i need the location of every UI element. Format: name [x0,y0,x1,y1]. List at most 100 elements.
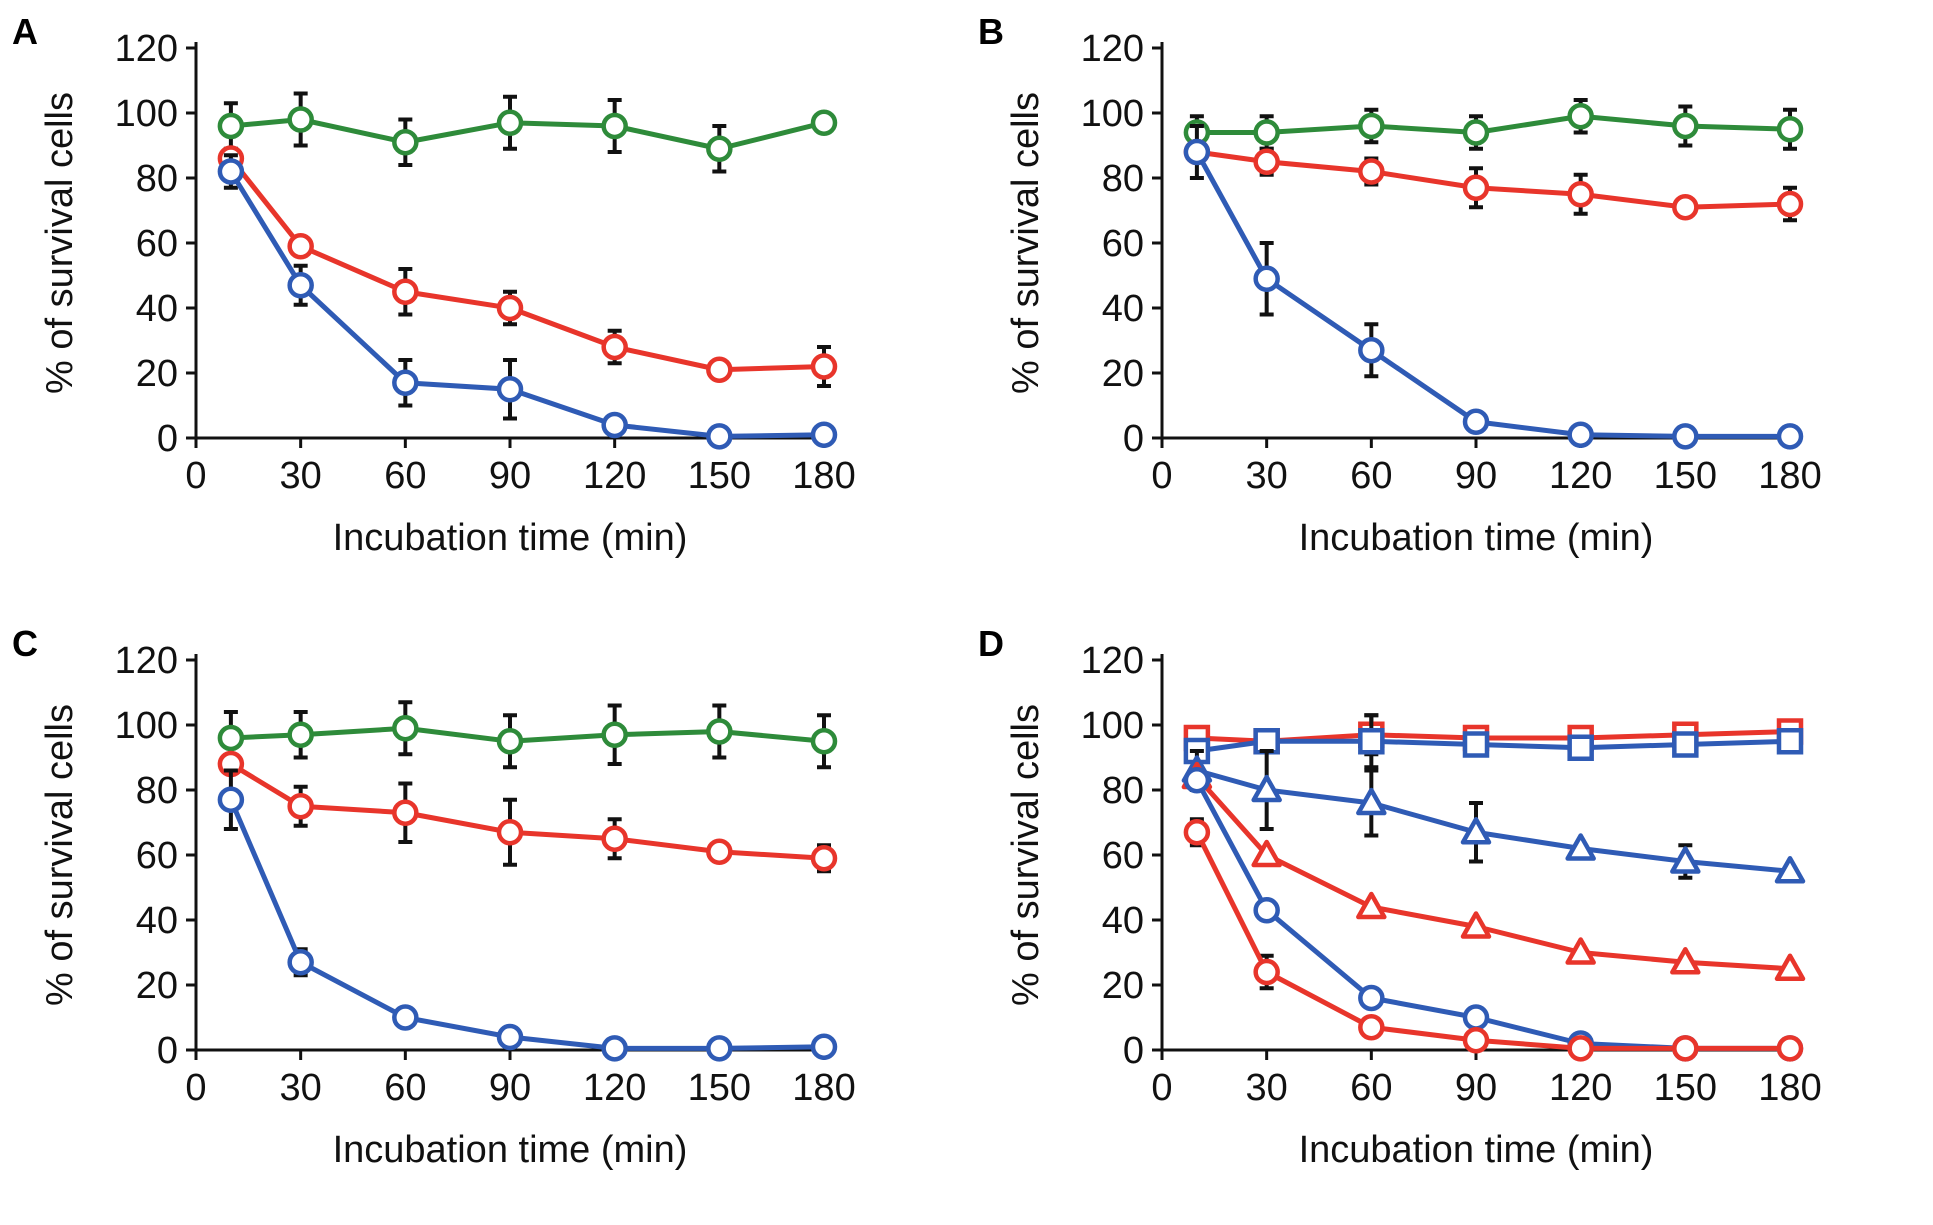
data-point [810,353,838,380]
x-tick-label: 60 [384,455,426,497]
series-line [1194,779,1790,1051]
data-point [287,721,314,748]
data-point [1672,731,1699,758]
y-tick-label: 80 [1102,158,1144,200]
x-tick-label: 180 [1758,455,1821,497]
series-blue-circles [1183,124,1804,450]
data-point [1358,158,1385,185]
y-tick-label: 80 [136,158,178,200]
y-tick-label: 100 [115,93,178,135]
y-tick-label: 40 [136,900,178,942]
x-tick-label: 60 [384,1067,426,1109]
y-tick-label: 40 [1102,900,1144,942]
data-point [1251,839,1282,868]
data-point [496,376,524,403]
data-point [1776,190,1804,218]
x-tick-label: 150 [688,455,751,497]
data-point [1462,119,1490,146]
data-point [1776,728,1804,755]
y-tick-label: 100 [1081,93,1144,135]
y-tick-label: 0 [1123,418,1144,460]
data-point [217,112,245,140]
x-tick-label: 150 [1654,455,1717,497]
data-point [1672,423,1699,450]
y-tick-label: 0 [157,418,178,460]
series-line [1196,768,1791,874]
data-point [810,1033,838,1060]
x-tick-label: 120 [583,1067,646,1109]
data-point [1670,846,1701,874]
data-point [1462,1027,1490,1054]
x-tick-label: 180 [792,1067,855,1109]
data-point [1567,103,1594,130]
x-tick-label: 120 [583,455,646,497]
data-point [1672,1035,1699,1062]
data-point [1253,897,1280,924]
data-point [601,825,628,852]
series-red-circles [1183,817,1804,1062]
data-point [706,356,733,383]
data-point [706,1035,733,1062]
data-point [1253,119,1280,146]
y-tick-label: 120 [1081,640,1144,682]
chart-c: C 0 20 40 60 80 100 120 0 30 60 90 120 150 180 Incubati… [12,623,856,1171]
data-point [810,728,838,755]
y-tick-label: 100 [115,705,178,747]
data-point [706,838,733,865]
series-line [228,170,825,439]
x-tick-label: 30 [280,1067,322,1109]
data-point [1460,817,1492,845]
x-tick-label: 90 [1455,1067,1497,1109]
data-point [1358,1014,1385,1041]
x-tick-label: 150 [1654,1067,1717,1109]
x-axis-title: Incubation time (min) [1299,1129,1654,1171]
data-point [601,411,628,439]
x-tick-label: 0 [185,455,206,497]
y-tick-label: 60 [1102,223,1144,265]
data-point [1565,833,1596,861]
data-point [1183,819,1211,846]
y-tick-label: 0 [157,1030,178,1072]
series-line [1196,738,1791,754]
data-point [601,721,628,748]
x-tick-label: 30 [1246,455,1288,497]
data-point [1672,112,1699,140]
panel-label: D [978,623,1004,664]
series-green-circles [217,91,838,174]
y-tick-label: 80 [1102,770,1144,812]
data-point [217,724,245,752]
data-point [1356,891,1387,920]
series-red-circles [217,145,838,388]
data-point [392,1004,419,1031]
x-tick-label: 120 [1549,1067,1612,1109]
series-line [1194,150,1790,439]
data-point [496,819,524,846]
data-point [706,423,733,450]
data-point [1776,423,1804,450]
series-blue-squares [1183,713,1804,770]
data-point [1183,138,1211,166]
data-point [392,715,419,742]
data-point [706,718,733,745]
data-point [1253,148,1280,175]
series-line [228,156,825,373]
y-tick-label: 40 [1102,288,1144,330]
series-red-circles [217,750,838,874]
data-point [496,728,524,755]
data-point [1774,856,1806,884]
data-point [1253,958,1280,986]
data-point [287,949,314,976]
data-point [392,278,419,305]
data-point [601,1035,628,1062]
data-point [287,106,314,133]
x-tick-label: 0 [1151,455,1172,497]
x-axis-title: Incubation time (min) [333,1129,688,1171]
chart-d: D 0 20 40 60 80 100 120 0 30 60 90 120 150 180 Incubati… [978,623,1822,1171]
series-line [229,761,825,861]
data-point [1672,194,1699,221]
data-point [1462,174,1490,201]
x-tick-label: 90 [1455,455,1497,497]
y-tick-label: 20 [1102,965,1144,1007]
series-blue-circles [217,768,838,1062]
